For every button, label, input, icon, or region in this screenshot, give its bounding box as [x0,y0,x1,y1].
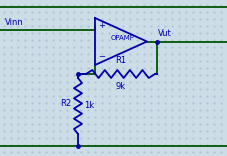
Text: OPAMP: OPAMP [111,34,135,41]
Text: Vinn: Vinn [5,18,24,27]
Text: 1k: 1k [84,102,94,110]
Text: R2: R2 [60,98,71,107]
Text: +: + [98,22,105,31]
Text: −: − [98,53,105,61]
Text: R1: R1 [115,56,126,65]
Text: 9k: 9k [116,82,126,91]
Text: Vut: Vut [158,29,172,39]
